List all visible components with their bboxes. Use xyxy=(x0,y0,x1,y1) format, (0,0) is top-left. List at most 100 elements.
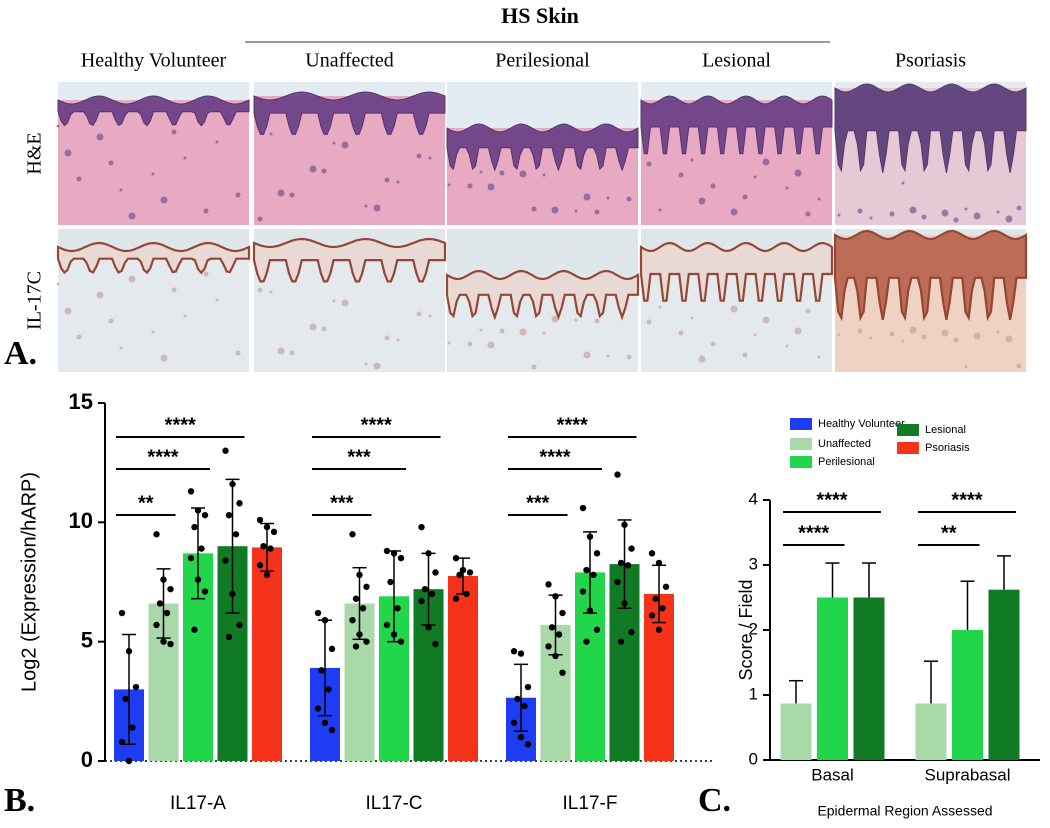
cell-speck xyxy=(269,132,273,136)
cell-speck xyxy=(257,287,263,293)
cell-speck xyxy=(794,169,802,177)
cell-speck xyxy=(574,209,578,213)
cell-speck xyxy=(151,330,155,334)
micrograph-sky xyxy=(58,82,249,100)
data-point xyxy=(659,605,666,612)
x-tick-label: Suprabasal xyxy=(924,765,1010,784)
data-point xyxy=(352,643,360,650)
data-point xyxy=(617,638,625,645)
micrograph-sky xyxy=(835,229,1026,235)
data-point xyxy=(363,583,370,590)
bar xyxy=(988,589,1020,760)
cell-speck xyxy=(1016,363,1022,369)
legend-swatch xyxy=(790,418,812,430)
group-title: HS Skin xyxy=(501,3,579,28)
cell-speck xyxy=(973,212,981,220)
data-point xyxy=(579,588,587,595)
row-label: IL-17C xyxy=(24,271,46,330)
data-point xyxy=(397,554,405,562)
cell-speck xyxy=(730,305,738,313)
cell-speck xyxy=(373,204,381,212)
data-point xyxy=(425,624,432,631)
cell-speck xyxy=(487,183,495,191)
y-tick-label: 10 xyxy=(69,508,93,533)
data-point xyxy=(314,705,322,712)
cell-speck xyxy=(785,186,789,190)
data-point xyxy=(545,581,552,588)
data-point xyxy=(267,545,274,552)
y-tick-label: 5 xyxy=(81,627,93,652)
data-point xyxy=(314,609,322,617)
cell-speck xyxy=(710,183,716,189)
cell-speck xyxy=(753,333,757,337)
data-point xyxy=(167,585,174,593)
data-point xyxy=(328,726,336,734)
cell-speck xyxy=(183,156,187,160)
data-point xyxy=(263,523,271,531)
data-point xyxy=(191,626,198,633)
cell-speck xyxy=(396,180,400,184)
data-point xyxy=(225,511,233,519)
legend-swatch xyxy=(790,456,812,468)
cell-speck xyxy=(447,341,451,345)
error-bar xyxy=(825,562,840,598)
cell-speck xyxy=(785,344,789,348)
cell-speck xyxy=(698,355,706,363)
micrograph-sky xyxy=(254,82,445,96)
data-point xyxy=(163,609,171,617)
cell-speck xyxy=(183,314,187,318)
data-point xyxy=(418,523,425,531)
cell-speck xyxy=(341,299,349,307)
cell-speck xyxy=(817,197,821,201)
data-point xyxy=(194,576,202,583)
epidermis xyxy=(253,91,446,135)
cell-speck xyxy=(341,141,349,149)
cell-speck xyxy=(215,298,219,302)
cell-speck xyxy=(479,170,483,174)
cell-speck xyxy=(626,354,632,360)
error-bar xyxy=(862,562,876,598)
cell-speck xyxy=(762,316,770,324)
cell-speck xyxy=(447,183,451,187)
cell-speck xyxy=(64,149,72,157)
legend-label: Psoriasis xyxy=(925,442,970,454)
data-point xyxy=(583,566,590,574)
cell-speck xyxy=(857,208,863,214)
data-point xyxy=(579,504,587,512)
cell-speck xyxy=(817,355,821,359)
cell-speck xyxy=(973,332,981,340)
cell-speck xyxy=(964,207,968,211)
cell-speck xyxy=(384,177,390,183)
data-point xyxy=(421,585,429,593)
panel-label: B. xyxy=(4,782,35,819)
significance-label: **** xyxy=(951,489,982,511)
data-point xyxy=(356,631,363,638)
cell-speck xyxy=(698,197,706,205)
data-point xyxy=(397,638,405,645)
cell-speck xyxy=(889,331,895,337)
y-tick-label: 4 xyxy=(749,489,758,508)
cell-speck xyxy=(889,211,895,217)
cell-speck xyxy=(487,341,495,349)
cell-speck xyxy=(151,172,155,176)
cell-speck xyxy=(594,209,600,215)
micrograph-sky xyxy=(835,82,1026,88)
cell-speck xyxy=(909,326,917,334)
data-point xyxy=(517,650,525,657)
data-point xyxy=(418,597,425,605)
error-bar xyxy=(260,522,274,573)
cell-speck xyxy=(160,196,168,204)
micrograph-sky xyxy=(447,82,638,128)
cell-speck xyxy=(531,206,537,212)
cell-speck xyxy=(901,339,905,343)
cell-speck xyxy=(96,291,104,299)
data-point xyxy=(628,545,635,552)
cell-speck xyxy=(384,335,390,341)
data-point xyxy=(652,595,659,602)
y-axis-label: Log2 (Expression/hARP) xyxy=(18,472,40,692)
column-label: Healthy Volunteer xyxy=(81,50,227,72)
cell-speck xyxy=(479,328,483,332)
data-point xyxy=(466,569,474,576)
data-point xyxy=(655,559,663,567)
data-point xyxy=(586,607,594,614)
